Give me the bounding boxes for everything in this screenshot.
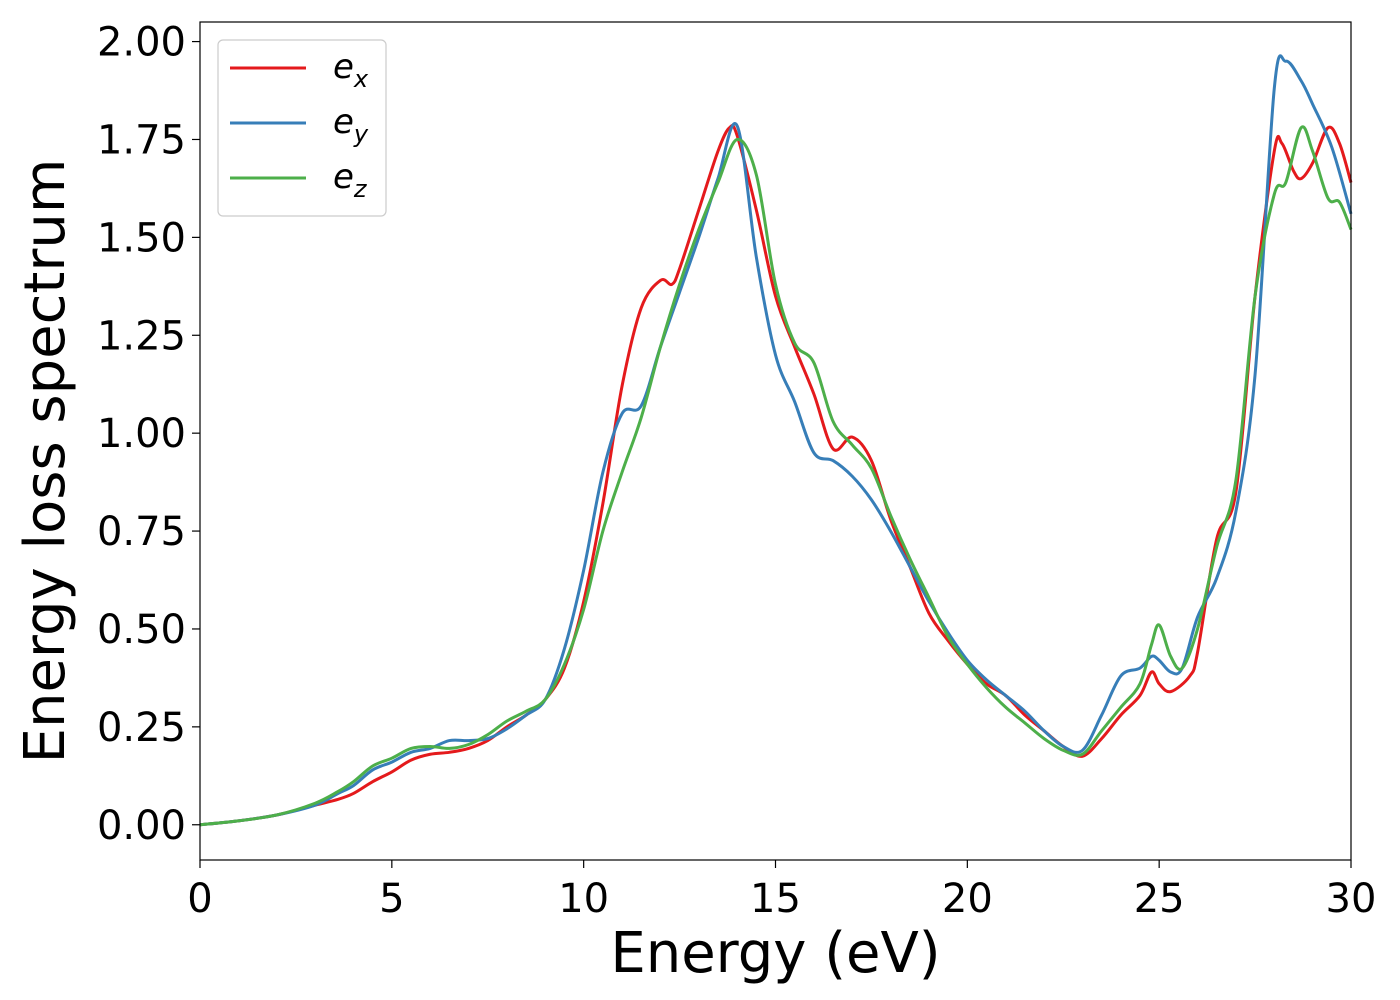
y-tick-label: 0.25 (97, 705, 186, 751)
y-axis-ticks: 0.00 0.25 0.50 0.75 1.00 1.25 1.50 1.75 2.00 (97, 20, 200, 849)
y-tick-label: 0.50 (97, 607, 186, 653)
y-tick-label: 2.00 (97, 20, 186, 66)
series-line-ex (199, 123, 1353, 827)
y-tick-label: 0.00 (97, 803, 186, 849)
x-tick-label: 0 (187, 876, 212, 922)
legend-label-base: e (333, 47, 354, 87)
series-line-ey (199, 54, 1353, 827)
y-tick-label: 0.75 (97, 509, 186, 555)
legend-box (217, 39, 387, 217)
x-tick-label: 10 (558, 876, 609, 922)
legend-label: ez (333, 157, 368, 203)
y-tick-label: 1.50 (97, 215, 186, 261)
legend-label-subscript: z (353, 175, 368, 203)
legend-label-base: e (333, 102, 354, 142)
x-axis-ticks: 0 5 10 15 20 25 30 (187, 860, 1376, 922)
x-tick-label: 30 (1326, 876, 1377, 922)
legend-label-subscript: x (353, 65, 369, 93)
y-tick-label: 1.25 (97, 313, 186, 359)
x-tick-label: 5 (379, 876, 404, 922)
y-axis-title: Energy loss spectrum (13, 159, 78, 764)
x-tick-label: 20 (942, 876, 993, 922)
y-tick-label: 1.00 (97, 411, 186, 457)
legend-label: ex (333, 47, 369, 93)
legend-label-subscript: y (353, 120, 369, 148)
x-tick-label: 25 (1134, 876, 1185, 922)
y-tick-label: 1.75 (97, 117, 186, 163)
x-tick-label: 15 (750, 876, 801, 922)
legend-label: ey (333, 102, 369, 148)
legend-label-base: e (333, 157, 354, 197)
series-line-ez (199, 125, 1353, 827)
x-axis-title: Energy (eV) (610, 921, 940, 986)
series-layer (199, 54, 1353, 827)
